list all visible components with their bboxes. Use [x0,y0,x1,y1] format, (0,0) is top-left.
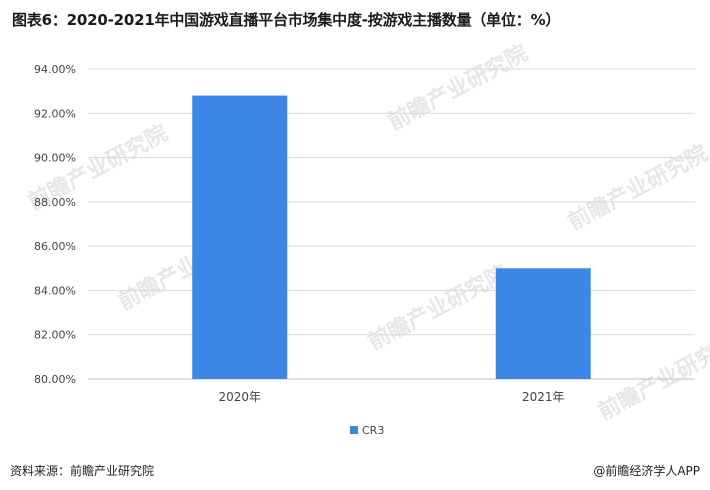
x-tick-label: 2021年 [522,390,565,404]
y-tick-label: 86.00% [34,240,76,253]
y-tick-label: 80.00% [34,373,76,386]
brand-note: @前瞻经济学人APP [593,464,700,478]
y-tick-label: 90.00% [34,152,76,165]
legend-label: CR3 [362,424,384,437]
y-tick-label: 92.00% [34,107,76,120]
bar [192,95,288,380]
legend-swatch [350,426,358,434]
y-tick-label: 82.00% [34,329,76,342]
source-note: 资料来源：前瞻产业研究院 [10,464,155,478]
y-tick-label: 94.00% [34,63,76,76]
chart-title: 图表6：2020-2021年中国游戏直播平台市场集中度-按游戏主播数量（单位：%… [12,11,561,29]
y-tick-label: 88.00% [34,196,76,209]
y-tick-label: 84.00% [34,284,76,297]
bar [495,268,591,379]
x-tick-label: 2020年 [218,390,261,404]
